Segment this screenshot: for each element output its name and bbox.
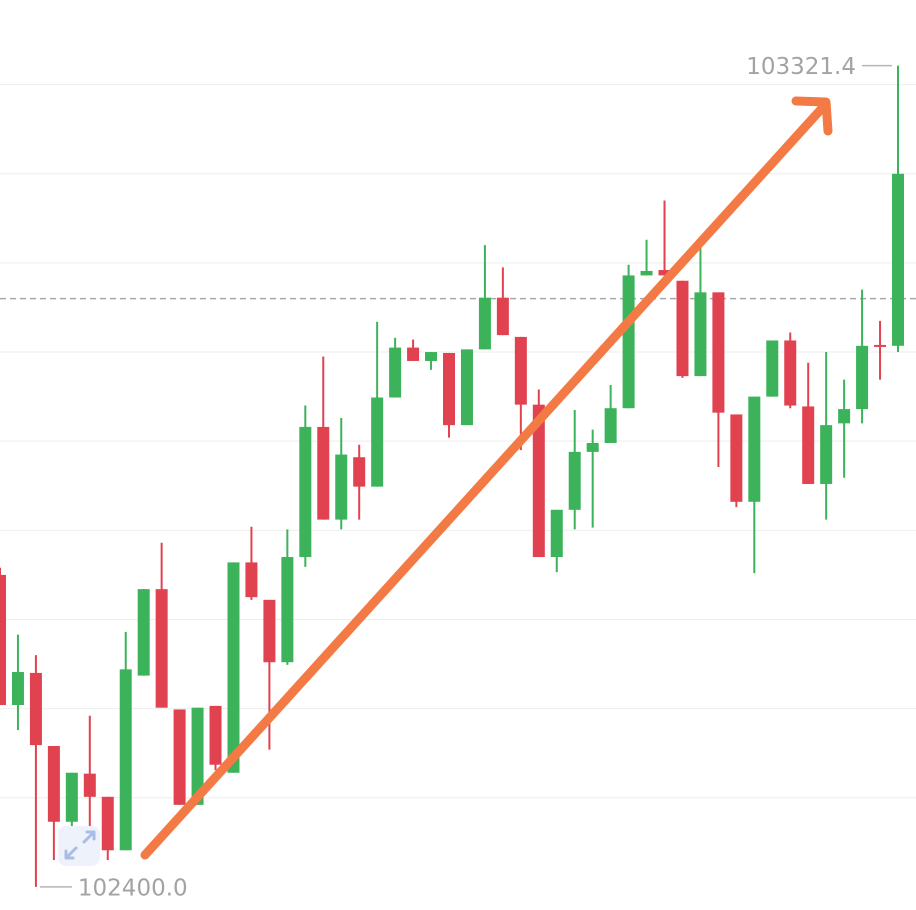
candle-body (299, 426, 312, 558)
candle-body (838, 409, 851, 424)
high-marker-label: 103321.4 (746, 54, 856, 80)
grid (0, 84, 916, 799)
candle-body (443, 352, 455, 426)
candle-body (640, 270, 653, 276)
candle-body (766, 340, 779, 397)
candle-body (209, 705, 222, 765)
candle-body (263, 599, 276, 663)
trend-arrow (140, 96, 833, 860)
candle-body (604, 408, 617, 443)
candle-body (730, 414, 743, 502)
candle-body (874, 344, 887, 347)
candle-body (532, 404, 545, 558)
candle-body (29, 672, 42, 746)
candle-body (820, 425, 833, 484)
candle-body (137, 589, 150, 676)
candle-body (514, 336, 527, 405)
labels: 103321.4 102400.0 (39, 54, 892, 901)
candle-body (191, 707, 204, 805)
candle-body (425, 352, 438, 361)
candle-body (694, 292, 707, 377)
candle-body (460, 349, 473, 426)
candle-body (856, 345, 869, 410)
candle-body (227, 562, 240, 773)
candle-body (802, 406, 815, 484)
candle-body (317, 426, 330, 520)
candle-body (101, 796, 114, 851)
candle-body (173, 709, 186, 805)
candle-body (353, 457, 366, 487)
candle-body (155, 589, 168, 708)
candle-body (568, 451, 581, 510)
candle-body (407, 347, 420, 361)
candle-body (65, 772, 78, 822)
candle-body (658, 270, 671, 276)
candle-body (586, 442, 599, 452)
candle-body (748, 396, 761, 502)
candle-body (47, 746, 60, 822)
candle-body (281, 557, 294, 663)
candle-body (335, 454, 348, 520)
expand-icon[interactable] (58, 826, 100, 866)
candle-body (892, 173, 904, 346)
candle-body (550, 509, 563, 558)
candle-body (0, 574, 6, 706)
candle-body (496, 297, 509, 336)
candle-body (119, 669, 132, 851)
candle-body (83, 773, 96, 797)
candle-body (712, 292, 725, 413)
candle-body (371, 397, 384, 487)
candle-body (245, 562, 258, 598)
low-marker-label: 102400.0 (78, 875, 188, 901)
candle-body (676, 280, 689, 377)
candle-body (622, 275, 635, 409)
candles (0, 65, 904, 887)
candle-body (784, 340, 797, 406)
candle-body (478, 297, 491, 350)
candle-body (11, 672, 24, 706)
candle-body (389, 347, 402, 398)
